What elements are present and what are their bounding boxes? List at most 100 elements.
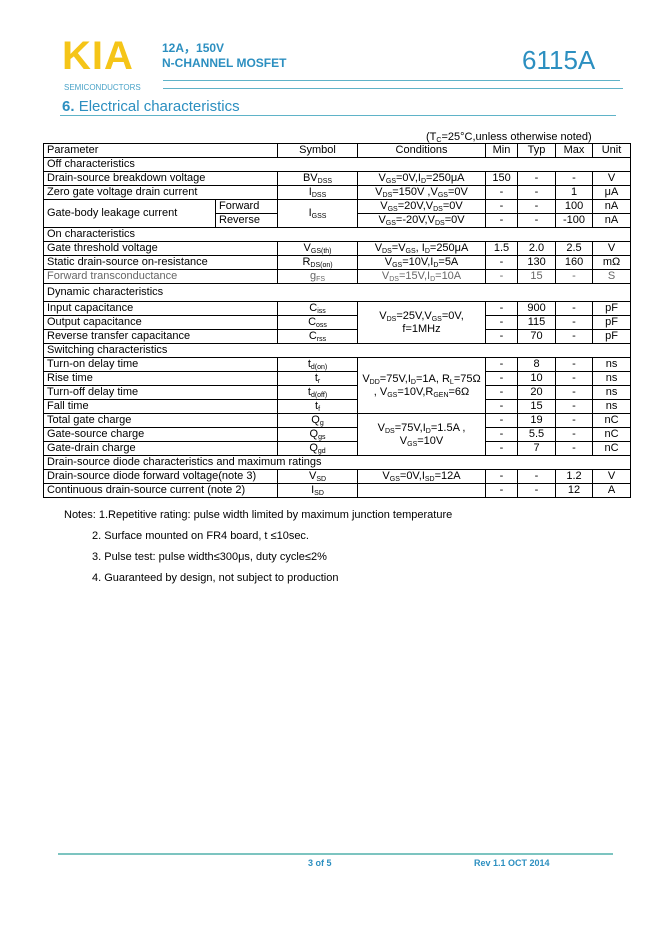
unit: nC [592, 427, 632, 442]
unit: nC [592, 413, 632, 428]
table-row: Drain-source breakdown voltage BVDSS VGS=0… [42, 171, 632, 186]
symbol: BVDSS [277, 171, 359, 186]
min: - [485, 413, 519, 428]
unit: ns [592, 357, 632, 372]
typ: - [517, 185, 557, 200]
table-row: Zero gate voltage drain current IDSS VDS=1… [42, 185, 632, 200]
section-label: Drain-source diode characteristics and m… [42, 455, 632, 470]
section-rule [60, 115, 616, 116]
typ: 15 [517, 269, 557, 284]
table-conditions-note: (TC=25°C,unless otherwise noted) [426, 131, 592, 144]
min: - [485, 199, 519, 214]
unit: pF [592, 315, 632, 330]
parameter: Gate-source charge [42, 427, 279, 442]
symbol: VGS(th) [277, 241, 359, 256]
max: - [555, 399, 594, 414]
table-row: Gate threshold voltage VGS(th) VDS=VGS, ID… [42, 241, 632, 256]
typ: - [517, 483, 557, 498]
sub-parameter: Reverse [214, 213, 279, 228]
header-conditions: Conditions [357, 143, 487, 158]
conditions: VGS=20V,VDS=0V [357, 199, 487, 214]
parameter: Turn-off delay time [42, 385, 279, 400]
table-row: Static drain-source on-resistance RDS(on)… [42, 255, 632, 270]
typ: 70 [517, 329, 557, 344]
table-row: Total gate charge Qg VDS=75V,ID=1.5A , VGS… [42, 413, 632, 456]
parameter: Zero gate voltage drain current [42, 185, 279, 200]
unit: S [592, 269, 632, 284]
header-rule-1 [163, 80, 620, 81]
section-heading: 6. Electrical characteristics [62, 98, 240, 115]
min: - [485, 269, 519, 284]
section-label: On characteristics [42, 227, 632, 242]
parameter: Drain-source breakdown voltage [42, 171, 279, 186]
conditions: VDD=75V,ID=1A, RL=75Ω , VGS=10V,RGEN=6Ω [357, 357, 487, 414]
parameter: Gate threshold voltage [42, 241, 279, 256]
min: - [485, 185, 519, 200]
unit: nC [592, 441, 632, 456]
table-row: Input capacitance Ciss VDS=25V,VGS=0V, f=1… [42, 301, 632, 344]
parameter: Total gate charge [42, 413, 279, 428]
footer-rule [58, 853, 613, 855]
conditions: VGS=0V,ISD=12A [357, 469, 487, 484]
symbol: VSD [277, 469, 359, 484]
unit: μA [592, 185, 632, 200]
unit: nA [592, 213, 632, 228]
typ: - [517, 213, 557, 228]
typ: 5.5 [517, 427, 557, 442]
note-2: 2. Surface mounted on FR4 board, t ≤10se… [92, 530, 309, 542]
table-row: Reverse transfer capacitance Crss -70- pF [42, 329, 632, 344]
min: - [485, 371, 519, 386]
typ: - [517, 469, 557, 484]
max: - [555, 269, 594, 284]
table-row: Turn-off delay time td(off) -20- ns [42, 385, 632, 400]
section-label: Off characteristics [42, 157, 632, 172]
max: - [555, 171, 594, 186]
min: - [485, 329, 519, 344]
min: - [485, 301, 519, 316]
symbol: gFS [277, 269, 359, 284]
table-row: Reverse VGS=-20V,VDS=0V - - -100 nA [44, 213, 632, 228]
min: - [485, 399, 519, 414]
typ: 8 [517, 357, 557, 372]
note-1: Notes: 1.Repetitive rating: pulse width … [64, 509, 453, 521]
revision: Rev 1.1 OCT 2014 [474, 858, 550, 868]
table-row: Continuous drain-source current (note 2)… [42, 483, 632, 498]
max: 2.5 [555, 241, 594, 256]
symbol: Qgs [277, 427, 359, 442]
note-3: 3. Pulse test: pulse width≤300μs, duty c… [92, 551, 327, 563]
min: - [485, 315, 519, 330]
section-title: Electrical characteristics [78, 98, 240, 115]
symbol: td(on) [277, 357, 359, 372]
min: - [485, 385, 519, 400]
header-unit: Unit [592, 143, 632, 158]
symbol: Qg [277, 413, 359, 428]
unit: pF [592, 301, 632, 316]
conditions: VDS=VGS, ID=250μA [357, 241, 487, 256]
table-row: Fall time tf -15- ns [42, 399, 632, 414]
conditions: VDS=25V,VGS=0V, f=1MHz [357, 301, 487, 344]
symbol: tr [277, 371, 359, 386]
parameter: Reverse transfer capacitance [42, 329, 279, 344]
min: - [485, 469, 519, 484]
parameter: Rise time [42, 371, 279, 386]
table-row: Gate-body leakage current Forward IGSS VGS=… [43, 199, 632, 228]
max: 100 [555, 199, 594, 214]
unit: V [592, 171, 632, 186]
min: - [485, 255, 519, 270]
min: - [485, 427, 519, 442]
symbol: td(off) [277, 385, 359, 400]
section-label: Switching characteristics [42, 343, 632, 358]
typ: 2.0 [517, 241, 557, 256]
typ: - [517, 199, 557, 214]
max: - [555, 427, 594, 442]
section-row: Off characteristics [42, 157, 632, 172]
max: - [555, 357, 594, 372]
max: -100 [555, 213, 594, 228]
parameter: Output capacitance [42, 315, 279, 330]
product-summary: 12A，150V N-CHANNEL MOSFET [162, 41, 286, 71]
max: - [555, 441, 594, 456]
conditions [357, 483, 487, 498]
section-row: On characteristics [42, 227, 632, 242]
min: 150 [485, 171, 519, 186]
parameter: Drain-source diode forward voltage(note … [42, 469, 279, 484]
